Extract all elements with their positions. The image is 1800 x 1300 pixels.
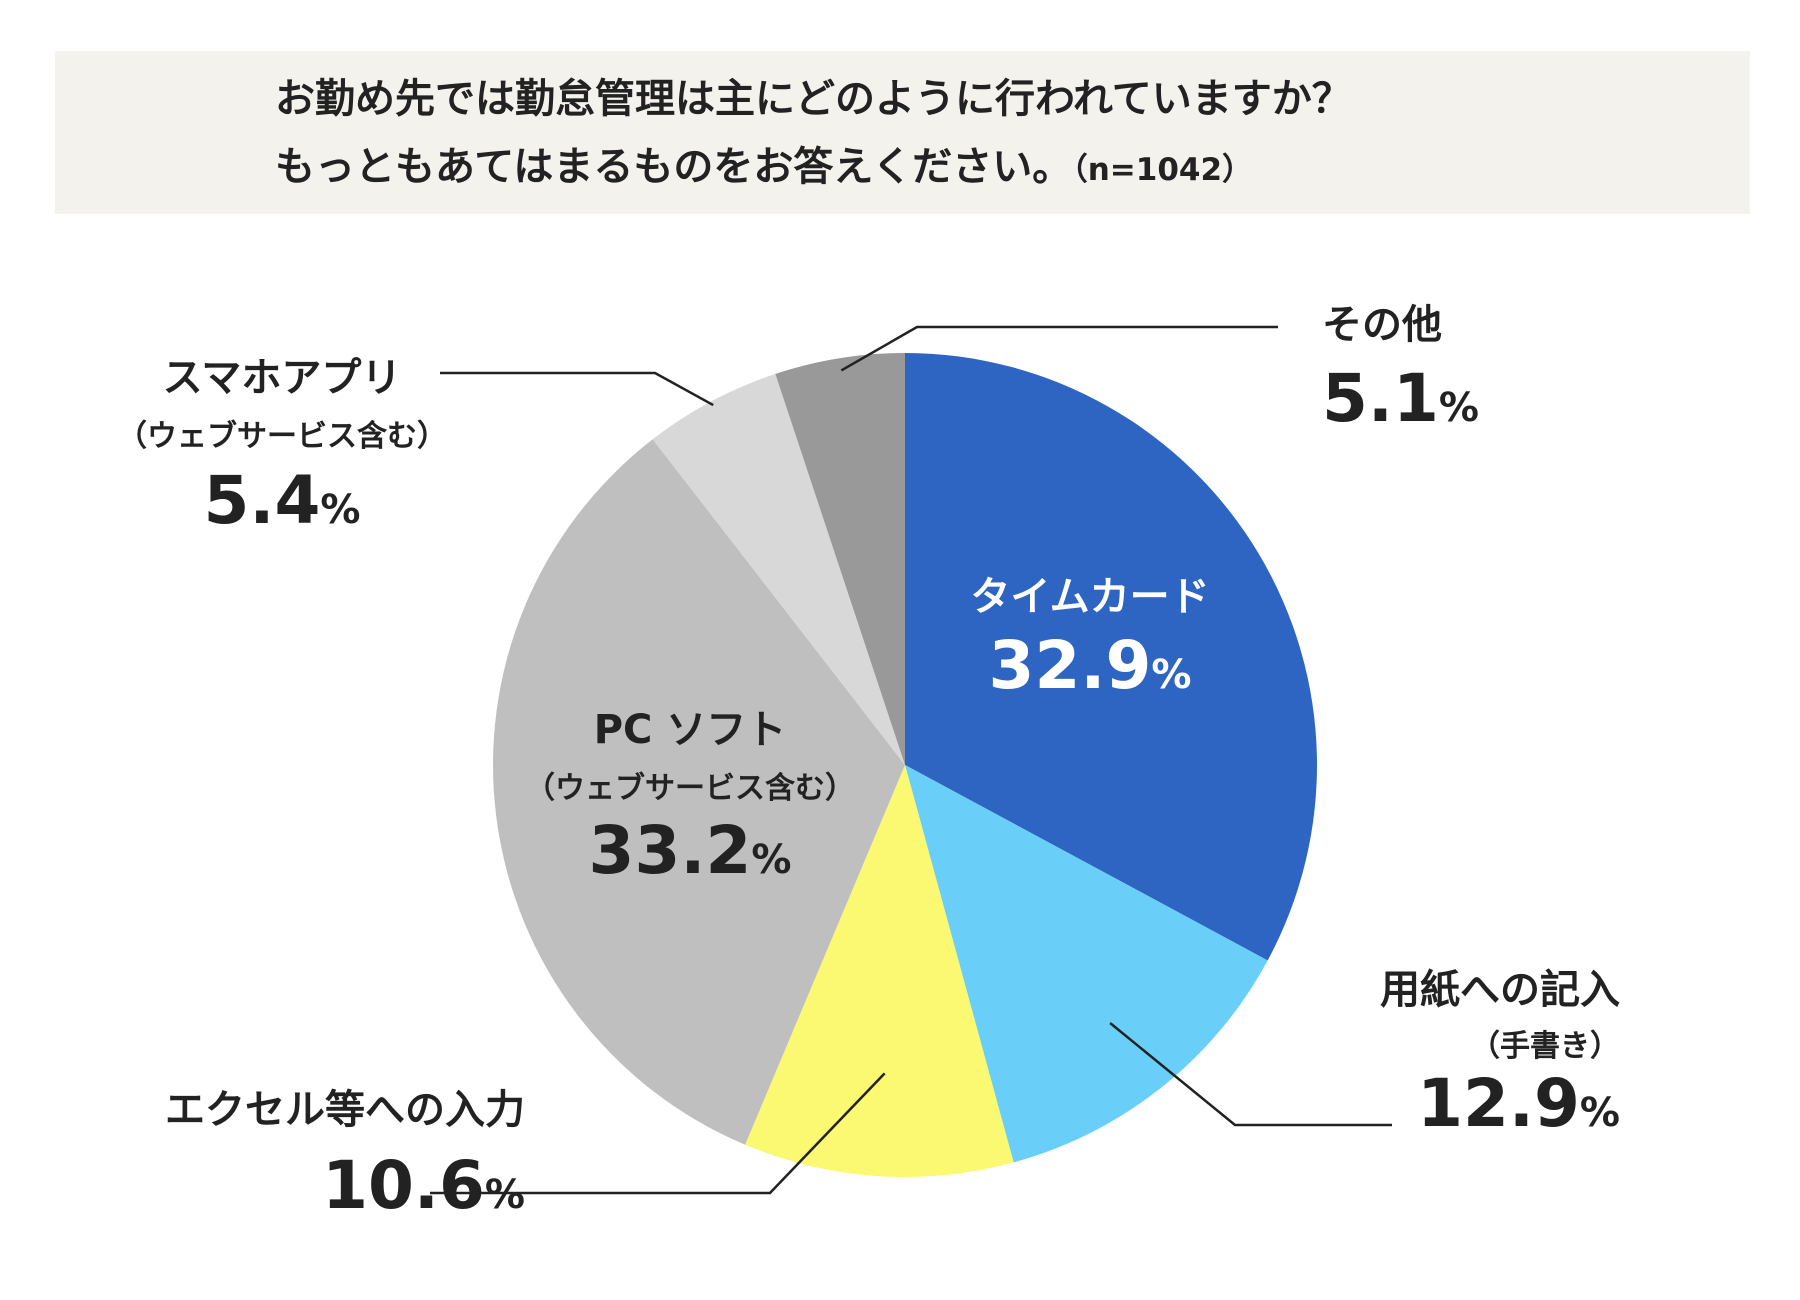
- leader-lines: [430, 325, 1392, 1195]
- slice-3-leader-line: [430, 1072, 886, 1195]
- slice-6-leader-line: [840, 325, 1278, 372]
- slice-4-name-label: PC ソフト: [594, 707, 787, 753]
- slice-1-value-unit: %: [1151, 652, 1191, 698]
- chart-title-line-2: もっともあてはまるものをお答えください。（n=1042）: [275, 143, 1253, 194]
- chart-title-line-1: お勤め先では勤怠管理は主にどのように行われていますか？: [275, 76, 1352, 122]
- slice-6-value-unit: %: [1439, 385, 1479, 431]
- slice-1-wedge: [905, 353, 1317, 961]
- slice-3-name-label: エクセル等への入力: [165, 1087, 525, 1133]
- slice-2-name-label: 用紙への記入: [1380, 967, 1620, 1013]
- slice-6-name-label: その他: [1322, 302, 1442, 348]
- slice-4-value-label: 33.2%: [589, 812, 792, 889]
- slice-4-wedge: [493, 439, 905, 1145]
- slice-5-value-number: 5.4: [204, 462, 321, 539]
- slice-5-leader-line: [440, 371, 714, 407]
- slice-1-name-label: タイムカード: [970, 574, 1209, 620]
- slice-1-value-label: 32.9%: [989, 627, 1192, 704]
- slice-4-sub-label: （ウェブサービス含む）: [525, 771, 855, 806]
- slice-2-value-label: 12.9%: [1417, 1065, 1620, 1142]
- slice-labels: タイムカード 32.9% 用紙への記入 （手書き）12.9% エクセル等への入力 10.6…: [117, 302, 1620, 1224]
- pie-slices: [493, 353, 1317, 1177]
- slice-1-value-number: 32.9: [989, 627, 1152, 704]
- slice-5-value-unit: %: [320, 487, 360, 533]
- title-box: お勤め先では勤怠管理は主にどのように行われていますか？ もっともあてはまるものを…: [55, 51, 1750, 214]
- slice-5-wedge: [652, 373, 905, 765]
- slice-2-value-number: 12.9: [1417, 1065, 1580, 1142]
- slice-6-value-label: 5.1%: [1322, 360, 1479, 437]
- slice-6-value-number: 5.1: [1322, 360, 1439, 437]
- slice-6-wedge: [775, 353, 905, 765]
- slice-2-sub-label: （手書き）: [1470, 1029, 1620, 1064]
- slice-2-wedge: [905, 765, 1268, 1163]
- slice-4-value-unit: %: [751, 837, 791, 883]
- sample-size-label: （n=1042）: [1072, 152, 1254, 188]
- slice-5-name-label: スマホアプリ: [163, 355, 402, 401]
- slice-4-value-number: 33.2: [589, 812, 752, 889]
- slice-3-value-number: 10.6: [322, 1147, 485, 1224]
- slice-3-value-label: 10.6%: [322, 1147, 525, 1224]
- slice-3-value-unit: %: [485, 1172, 525, 1218]
- slice-3-wedge: [745, 765, 1014, 1177]
- chart-title-line-2-text: もっともあてはまるものをお答えください。: [275, 144, 1073, 190]
- slice-2-leader-line: [1109, 1022, 1392, 1127]
- slice-5-value-label: 5.4%: [204, 462, 361, 539]
- slice-5-sub-label: （ウェブサービス含む）: [117, 419, 447, 454]
- slice-2-value-unit: %: [1580, 1090, 1620, 1136]
